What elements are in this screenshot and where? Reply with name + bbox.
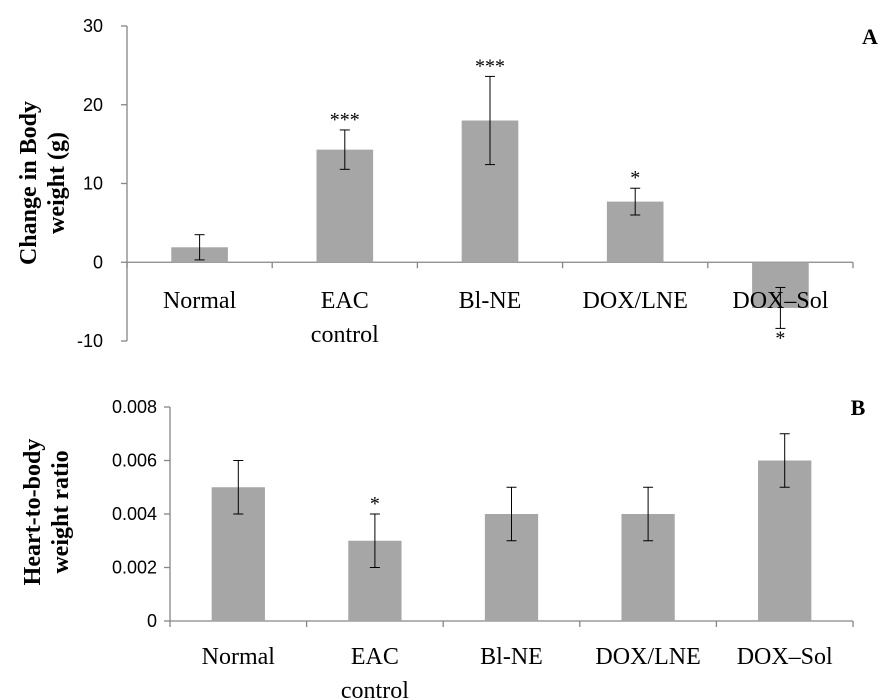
y-tick-label: 10 <box>83 174 103 194</box>
y-axis-title: Change in Bodyweight (g) <box>16 101 70 265</box>
y-tick-label: 20 <box>83 95 103 115</box>
category-label: DOX/LNE <box>583 288 688 314</box>
category-label: EAC control <box>311 288 379 348</box>
category-label: DOX–Sol <box>732 288 828 314</box>
panel-b-heart-ratio-chart: 0 0.002 0.004 0.006 0.008 Normal * EAC control Bl… <box>20 395 866 700</box>
y-axis-title: Heart-to-bodyweight ratio <box>20 439 74 586</box>
significance-mark: * <box>630 167 640 189</box>
significance-mark: *** <box>475 55 505 77</box>
y-tick-label: -10 <box>77 331 103 351</box>
category-label-line: DOX/LNE <box>595 644 700 670</box>
y-axis-title-line: Change in Body <box>16 101 42 265</box>
y-tick-label: 0.006 <box>112 451 157 471</box>
category-label-line: Bl-NE <box>480 644 543 670</box>
significance-mark: * <box>370 493 380 515</box>
category-label-line: EAC <box>321 288 369 314</box>
category-label-line: DOX–Sol <box>737 644 833 670</box>
category-label: DOX–Sol <box>737 644 833 670</box>
category-label: Bl-NE <box>459 288 522 314</box>
category-label: Normal <box>163 288 237 314</box>
panel-letter: A <box>862 24 878 49</box>
category-label-line: Bl-NE <box>459 288 522 314</box>
category-label-line: Normal <box>202 644 276 670</box>
category-label-line: control <box>341 678 409 700</box>
y-axis-title-line: Heart-to-body <box>20 439 46 586</box>
category-label: EAC control <box>341 644 409 700</box>
y-tick-label: 0 <box>93 252 103 272</box>
significance-mark: * <box>775 327 785 349</box>
category-label-line: Normal <box>163 288 237 314</box>
category-label-line: DOX–Sol <box>732 288 828 314</box>
panel-letter: B <box>851 395 866 420</box>
y-tick-label: 0.004 <box>112 504 157 524</box>
y-axis-title-line: weight ratio <box>48 450 74 573</box>
y-axis-title-line: weight (g) <box>44 132 70 234</box>
category-label-line: control <box>311 322 379 348</box>
significance-mark: *** <box>330 109 360 131</box>
category-label-line: EAC <box>351 644 399 670</box>
y-tick-label: 0.002 <box>112 558 157 578</box>
category-label-line: DOX/LNE <box>583 288 688 314</box>
y-tick-label: 0 <box>147 611 157 631</box>
y-tick-label: 0.008 <box>112 397 157 417</box>
category-label: DOX/LNE <box>595 644 700 670</box>
category-label: Bl-NE <box>480 644 543 670</box>
y-tick-label: 30 <box>83 16 103 36</box>
category-label: Normal <box>202 644 276 670</box>
panel-a-body-weight-chart: -10 0 10 20 30 Normal *** EAC control *** Bl-NE * DO… <box>16 16 878 351</box>
